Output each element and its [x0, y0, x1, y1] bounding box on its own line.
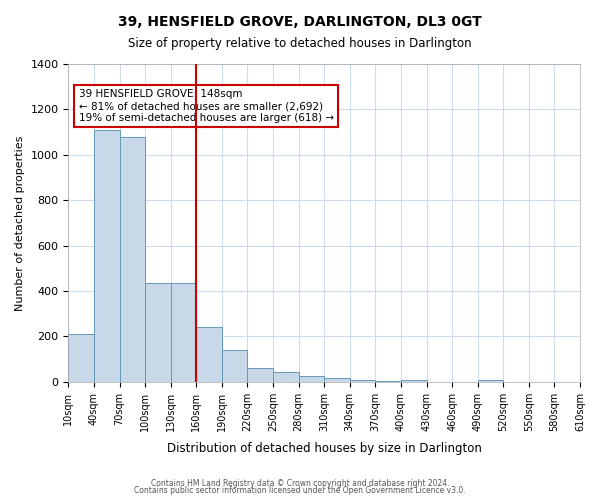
- Bar: [119, 136, 145, 382]
- Text: 39 HENSFIELD GROVE: 148sqm
← 81% of detached houses are smaller (2,692)
19% of s: 39 HENSFIELD GROVE: 148sqm ← 81% of deta…: [79, 90, 334, 122]
- Bar: [196, 328, 222, 382]
- Text: Size of property relative to detached houses in Darlington: Size of property relative to detached ho…: [128, 38, 472, 51]
- Bar: [376, 380, 401, 382]
- Bar: [68, 334, 94, 382]
- Bar: [350, 380, 376, 382]
- Bar: [401, 380, 427, 382]
- Y-axis label: Number of detached properties: Number of detached properties: [15, 135, 25, 310]
- Text: 39, HENSFIELD GROVE, DARLINGTON, DL3 0GT: 39, HENSFIELD GROVE, DARLINGTON, DL3 0GT: [118, 15, 482, 29]
- Bar: [273, 372, 299, 382]
- Bar: [478, 380, 503, 382]
- X-axis label: Distribution of detached houses by size in Darlington: Distribution of detached houses by size …: [167, 442, 482, 455]
- Bar: [299, 376, 324, 382]
- Bar: [247, 368, 273, 382]
- Bar: [324, 378, 350, 382]
- Text: Contains HM Land Registry data © Crown copyright and database right 2024.: Contains HM Land Registry data © Crown c…: [151, 478, 449, 488]
- Bar: [94, 130, 119, 382]
- Text: Contains public sector information licensed under the Open Government Licence v3: Contains public sector information licen…: [134, 486, 466, 495]
- Bar: [222, 350, 247, 382]
- Bar: [145, 283, 171, 382]
- Bar: [171, 283, 196, 382]
